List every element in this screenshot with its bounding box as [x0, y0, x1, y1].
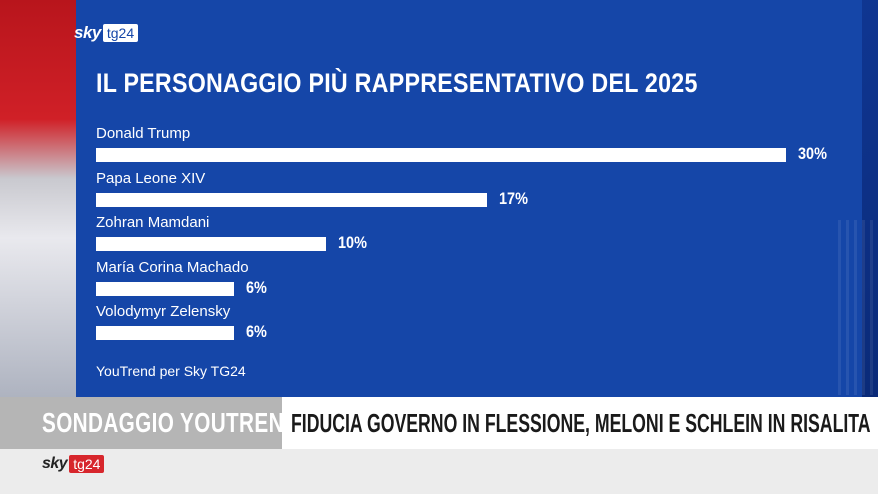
bottom-logo-sky-text: sky	[42, 455, 68, 472]
banner-section-label: SONDAGGIO YOUTREND	[0, 397, 299, 449]
skytg24-bottom-logo: sky tg24	[42, 455, 105, 473]
bar	[96, 237, 326, 251]
skytg24-logo: sky tg24	[74, 23, 139, 43]
chart-title: IL PERSONAGGIO PIÙ RAPPRESENTATIVO DEL 2…	[96, 68, 698, 98]
bar-label: María Corina Machado	[96, 258, 249, 276]
bar	[96, 326, 234, 340]
bottom-logo-tg-text: tg24	[69, 455, 105, 473]
bar-value-label: 6%	[246, 277, 267, 297]
banner-headline: FIDUCIA GOVERNO IN FLESSIONE, MELONI E S…	[291, 408, 871, 438]
bar-label: Papa Leone XIV	[96, 169, 206, 187]
bar-value-label: 10%	[338, 233, 367, 252]
bar-label: Donald Trump	[96, 125, 191, 142]
banner-left-text: SONDAGGIO YOUTREND	[42, 407, 300, 438]
stripe-decoration	[838, 220, 878, 395]
background-left-decoration	[0, 0, 76, 397]
bar-label: Zohran Mamdani	[96, 214, 210, 231]
bar	[96, 192, 487, 207]
chart-source: YouTrend per Sky TG24	[96, 363, 246, 379]
logo-sky-text: sky	[74, 23, 101, 42]
bar-value-label: 17%	[499, 188, 528, 208]
bar-value-label: 30%	[798, 144, 827, 163]
logo-tg-text: tg24	[102, 24, 139, 42]
bar	[96, 148, 786, 162]
bar-value-label: 6%	[246, 322, 267, 341]
bar	[96, 281, 234, 296]
bottom-bar	[0, 449, 878, 494]
bar-label: Volodymyr Zelensky	[96, 303, 231, 320]
